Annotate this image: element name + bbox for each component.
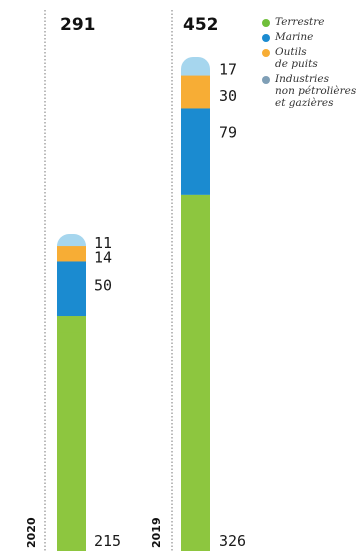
- total-label: 291: [60, 15, 96, 35]
- bar-segment-cap: [181, 108, 210, 195]
- legend-label: Industries non pétrolières et gazières: [275, 73, 357, 109]
- bar-segment-fill: [57, 332, 86, 551]
- legend-item-marine: Marine: [262, 31, 364, 43]
- legend-swatch: [262, 34, 270, 42]
- data-label: 11: [94, 234, 112, 252]
- data-label: 14: [94, 249, 112, 267]
- data-label: 30: [219, 87, 237, 105]
- data-label: 326: [219, 532, 246, 550]
- bar-segment-fill: [181, 210, 210, 551]
- total-label: 452: [183, 15, 219, 35]
- bar-segment-cap: [181, 75, 210, 109]
- legend-label: Terrestre: [275, 16, 325, 28]
- legend-item-outils-de-puits: Outils de puits: [262, 46, 364, 70]
- bar-segment-cap: [57, 261, 86, 317]
- year-label: 2020: [25, 517, 38, 548]
- legend-label: Outils de puits: [275, 46, 318, 70]
- data-label: 79: [219, 123, 237, 141]
- chart-legend: Terrestre Marine Outils de puits Industr…: [262, 16, 364, 112]
- data-label: 215: [94, 532, 121, 550]
- legend-item-terrestre: Terrestre: [262, 16, 364, 28]
- legend-item-industries: Industries non pétrolières et gazières: [262, 73, 364, 109]
- legend-swatch: [262, 19, 270, 27]
- data-label: 17: [219, 60, 237, 78]
- data-label: 50: [94, 276, 112, 294]
- legend-label: Marine: [275, 31, 314, 43]
- year-label: 2019: [150, 517, 163, 548]
- legend-swatch: [262, 76, 270, 84]
- bar-segment-cap: [57, 246, 86, 262]
- legend-swatch: [262, 49, 270, 57]
